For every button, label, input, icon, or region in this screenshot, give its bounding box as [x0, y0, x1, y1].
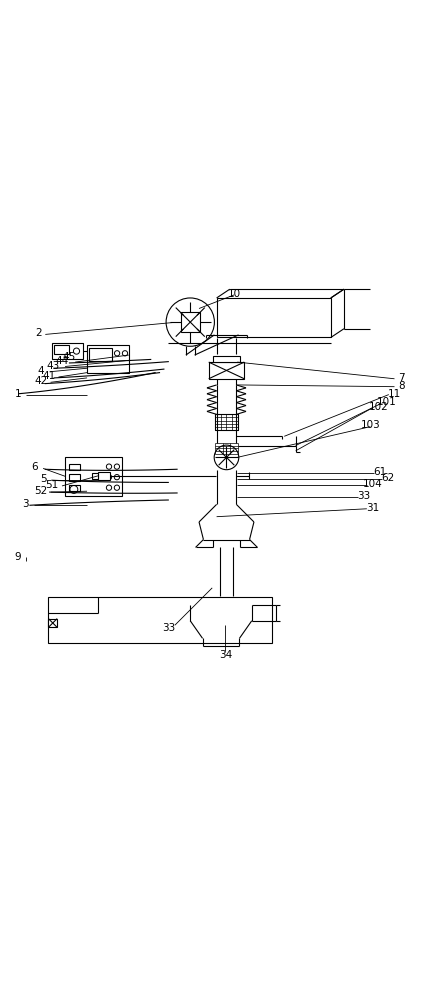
Text: 33: 33: [357, 491, 370, 501]
Text: 4: 4: [38, 366, 44, 376]
Bar: [89, 348, 112, 361]
Text: 51: 51: [45, 480, 58, 490]
Text: 31: 31: [366, 503, 379, 513]
Text: 62: 62: [381, 473, 395, 483]
Bar: [98, 472, 110, 480]
Bar: [181, 312, 200, 332]
Text: 43: 43: [46, 361, 60, 371]
Text: 45: 45: [63, 352, 76, 362]
Bar: [213, 356, 240, 362]
Text: 101: 101: [377, 397, 397, 407]
Text: 2: 2: [35, 328, 42, 338]
Bar: [69, 474, 80, 481]
Text: 34: 34: [219, 650, 232, 660]
Text: 11: 11: [388, 389, 401, 399]
Text: 3: 3: [22, 499, 29, 509]
Text: 8: 8: [398, 381, 404, 391]
Circle shape: [214, 445, 239, 470]
Text: 5: 5: [40, 474, 46, 484]
Text: 44: 44: [55, 356, 69, 366]
Bar: [47, 597, 271, 643]
Bar: [53, 345, 69, 354]
Text: 1: 1: [15, 389, 21, 399]
Text: 41: 41: [42, 371, 55, 381]
Bar: [92, 473, 99, 479]
Bar: [52, 343, 83, 359]
Text: 102: 102: [368, 402, 388, 412]
Bar: [217, 298, 331, 337]
Text: 52: 52: [34, 486, 48, 496]
Text: 7: 7: [398, 373, 404, 383]
Bar: [69, 485, 80, 491]
Text: 103: 103: [361, 420, 380, 430]
Text: 10: 10: [228, 289, 241, 299]
Bar: [209, 362, 244, 379]
Bar: [87, 345, 129, 373]
Text: 42: 42: [34, 376, 48, 386]
Bar: [215, 414, 238, 430]
Bar: [48, 619, 57, 627]
Text: 104: 104: [362, 479, 382, 489]
Text: 33: 33: [163, 623, 176, 633]
Text: 9: 9: [15, 552, 21, 562]
Circle shape: [166, 298, 214, 346]
Text: 6: 6: [31, 462, 38, 472]
Bar: [69, 464, 80, 470]
Text: 61: 61: [373, 467, 387, 477]
Bar: [65, 457, 122, 496]
